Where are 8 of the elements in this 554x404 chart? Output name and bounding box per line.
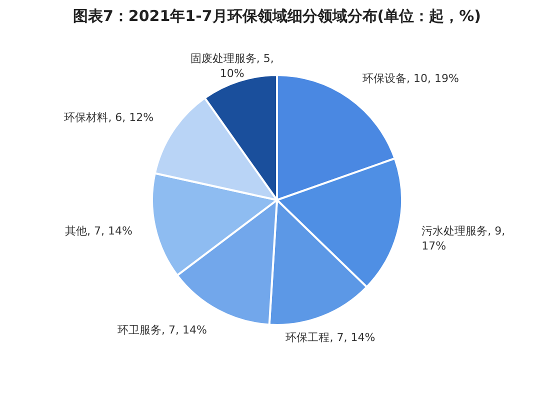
slice-label: 环卫服务, 7, 14% [118, 323, 207, 336]
slice-label: 环保设备, 10, 19% [362, 72, 459, 86]
slice-label: 环保工程, 7, 14% [286, 331, 376, 344]
slice-label: 环保材料, 6, 12% [64, 111, 154, 124]
chart-title: 图表7：2021年1-7月环保领域细分领域分布(单位：起，%) [72, 7, 482, 25]
slice-label: 固废处理服务, 5, 10% [190, 52, 274, 80]
slice-label: 其他, 7, 14% [64, 224, 132, 238]
slice-label: 污水处理服务, 9, 17% [422, 224, 506, 253]
